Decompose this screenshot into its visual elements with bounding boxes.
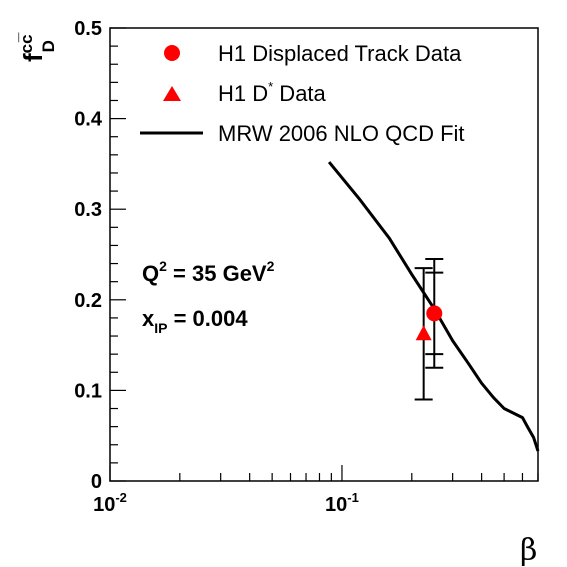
annotation-xip: xIP = 0.004	[142, 306, 248, 336]
legend-circle-marker	[164, 45, 180, 61]
annotation-q2: Q2 = 35 GeV2	[142, 258, 275, 286]
x-tick-label: 10-1	[325, 490, 359, 516]
data-point-dstar	[415, 325, 432, 341]
y-tick-label: 0.5	[74, 18, 102, 40]
x-tick-label: 10-2	[93, 490, 127, 516]
y-tick-label: 0	[91, 471, 102, 493]
legend-entry-mrw-fit: MRW 2006 NLO QCD Fit	[218, 121, 465, 146]
series-layer	[327, 161, 540, 452]
series-line-mrw-fit	[327, 161, 540, 452]
legend-entry-dstar: H1 D* Data	[218, 79, 327, 106]
x-axis-label: β	[520, 533, 537, 567]
y-axis-label: fcc̅ D	[17, 32, 58, 62]
y-tick-label: 0.4	[74, 109, 103, 131]
y-axis-ticks: 0 0.1 0.2 0.3 0.4 0.5	[74, 18, 126, 493]
legend: H1 Displaced Track Data H1 D* Data MRW 2…	[140, 41, 465, 146]
legend-entry-displaced-track: H1 Displaced Track Data	[218, 41, 462, 66]
y-tick-label: 0.1	[74, 380, 102, 402]
legend-triangle-marker	[163, 86, 181, 101]
plot-frame	[109, 27, 539, 482]
y-tick-label: 0.2	[74, 290, 102, 312]
data-point-displaced-track	[426, 305, 443, 322]
y-tick-label: 0.3	[74, 199, 102, 221]
x-axis-ticks: 10-2 10-1	[93, 465, 539, 516]
